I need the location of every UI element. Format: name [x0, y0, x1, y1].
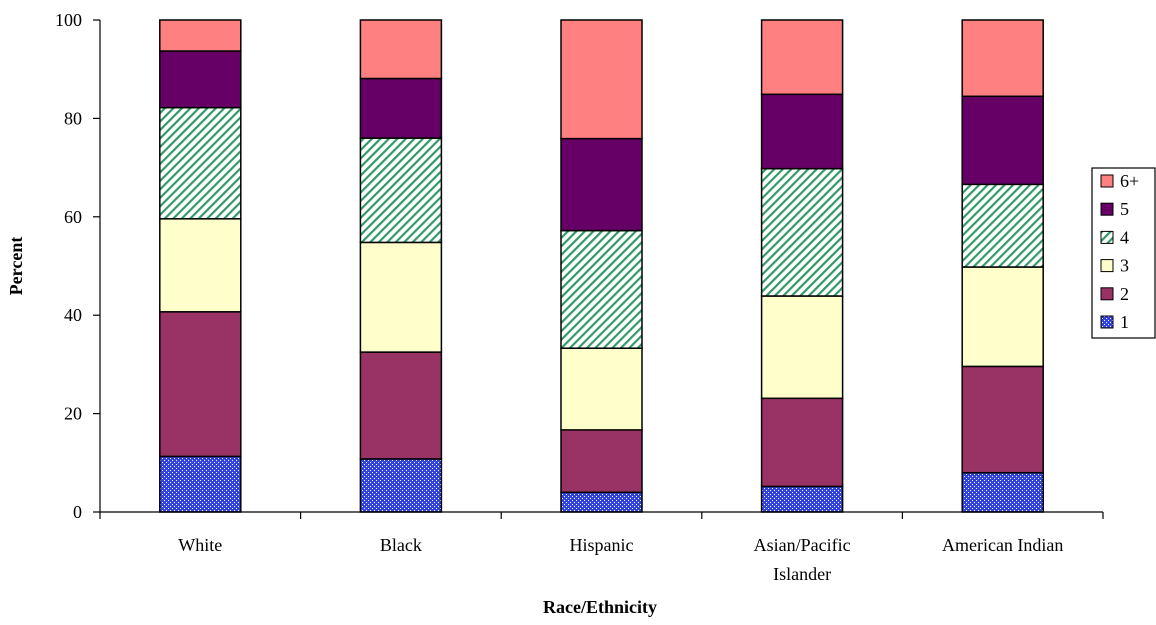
bar-segment-5-2 [359, 77, 443, 139]
legend-label-2: 2 [1120, 284, 1129, 304]
y-tick-label: 20 [64, 404, 82, 424]
bar-segment-3-4 [760, 295, 844, 400]
y-tick-label: 80 [64, 108, 82, 128]
bar-segment-4-5 [961, 183, 1044, 268]
x-tick-label: Hispanic [570, 535, 634, 555]
bar-segment-1-5 [961, 471, 1044, 513]
bar-segment-3-3 [560, 347, 643, 431]
bar-segment-3-1 [159, 218, 242, 313]
bar-segment-5-3 [560, 137, 643, 232]
y-tick-label: 100 [55, 10, 82, 30]
bar-segment-5-1 [159, 50, 242, 109]
bar-segment-1-2 [359, 458, 443, 513]
bar-segment-4-3 [560, 229, 643, 349]
legend-frame [1091, 167, 1156, 339]
bar-segment-5-5 [961, 95, 1044, 186]
legend-swatch-5 [1100, 202, 1114, 216]
bar-segment-6plus-4 [760, 19, 844, 96]
x-tick-label: White [178, 535, 222, 555]
x-tick-label: Black [380, 535, 422, 555]
legend-label-1: 1 [1120, 312, 1129, 332]
bar-segment-2-5 [961, 365, 1044, 474]
bar-segment-4-2 [359, 137, 443, 244]
legend-label-3: 3 [1120, 256, 1129, 276]
legend-label-4: 4 [1120, 227, 1129, 247]
legend-swatch-6plus [1100, 174, 1114, 188]
legend-swatch-1 [1100, 315, 1114, 329]
y-tick-label: 60 [64, 207, 82, 227]
y-tick-label: 40 [64, 305, 82, 325]
legend-swatch-4 [1100, 230, 1114, 244]
y-tick-label: 0 [73, 502, 82, 522]
bar-segment-6plus-1 [159, 19, 242, 52]
bar-segment-3-5 [961, 266, 1044, 368]
bar-segment-5-4 [760, 93, 844, 170]
bar-segment-3-2 [359, 241, 443, 353]
bar-segment-4-1 [159, 106, 242, 220]
y-axis-label: Percent [6, 237, 26, 296]
bar-segment-2-4 [760, 397, 844, 488]
legend-label-5: 5 [1120, 199, 1129, 219]
x-axis-label: Race/Ethnicity [543, 597, 657, 617]
legend-swatch-2 [1100, 287, 1114, 301]
bar-segment-2-1 [159, 311, 242, 458]
x-tick-label: American Indian [942, 535, 1063, 555]
legend: 6+ 5 4 3 2 1 [1091, 167, 1156, 339]
bar-segment-1-3 [560, 491, 643, 513]
legend-swatch-3 [1100, 259, 1114, 273]
bar-segment-2-3 [560, 429, 643, 494]
bar-segment-6plus-2 [359, 19, 443, 80]
bar-segment-6plus-5 [961, 19, 1044, 98]
x-tick-label: Asian/Pacific Islander [754, 535, 851, 584]
bar-segment-2-2 [359, 351, 443, 460]
legend-label-6plus: 6+ [1120, 171, 1139, 191]
bar-segment-1-4 [760, 485, 844, 513]
bar-segment-1-1 [159, 455, 242, 513]
bar-segment-4-4 [760, 167, 844, 297]
bar-segment-6plus-3 [560, 19, 643, 140]
